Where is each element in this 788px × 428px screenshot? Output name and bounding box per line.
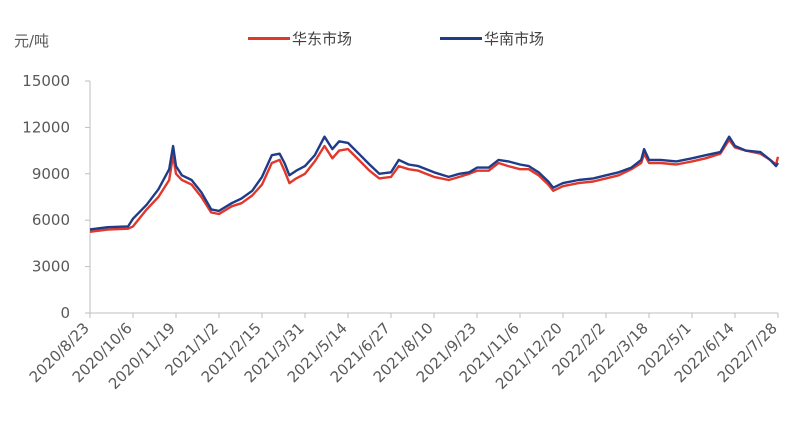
- y-tick-label: 12000: [22, 118, 70, 136]
- series-line-east: [89, 138, 780, 233]
- series-lines: [89, 135, 780, 233]
- y-axis: 15000 12000 9000 6000 3000 0: [22, 72, 91, 322]
- y-tick-label: 6000: [32, 211, 70, 229]
- y-tick-label: 15000: [22, 72, 70, 90]
- y-tick-label: 0: [60, 304, 70, 322]
- legend-swatch-east: [248, 36, 290, 40]
- legend-item-south: 华南市场: [440, 28, 544, 48]
- legend-item-east: 华东市场: [248, 28, 352, 48]
- x-axis: 2020/8/232020/10/62020/11/192021/1/22021…: [26, 312, 781, 393]
- y-axis-unit-label: 元/吨: [14, 32, 50, 50]
- legend-label-east: 华东市场: [292, 29, 353, 48]
- legend-swatch-south: [440, 36, 482, 40]
- y-tick-label: 9000: [32, 165, 70, 183]
- legend-label-south: 华南市场: [484, 29, 545, 48]
- y-tick-label: 3000: [32, 258, 70, 276]
- series-line-south: [89, 135, 780, 231]
